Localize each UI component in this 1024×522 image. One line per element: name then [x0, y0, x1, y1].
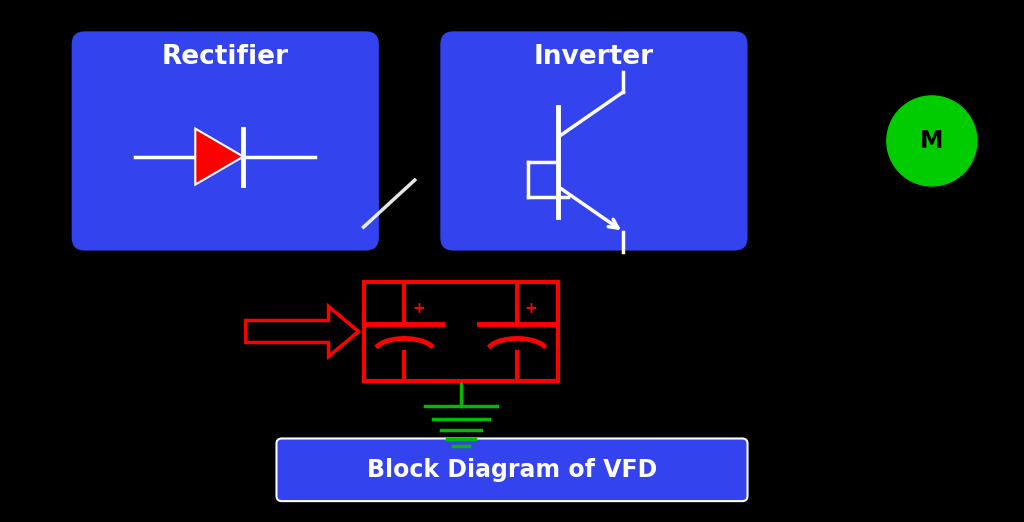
- FancyBboxPatch shape: [440, 31, 748, 251]
- Polygon shape: [196, 128, 244, 185]
- Text: Rectifier: Rectifier: [162, 44, 289, 70]
- Text: Inverter: Inverter: [534, 44, 654, 70]
- Circle shape: [887, 96, 977, 186]
- FancyBboxPatch shape: [276, 438, 748, 501]
- Text: +: +: [524, 301, 538, 316]
- Text: +: +: [412, 301, 425, 316]
- Text: M: M: [921, 129, 943, 153]
- FancyBboxPatch shape: [72, 31, 379, 251]
- Text: Block Diagram of VFD: Block Diagram of VFD: [367, 458, 657, 482]
